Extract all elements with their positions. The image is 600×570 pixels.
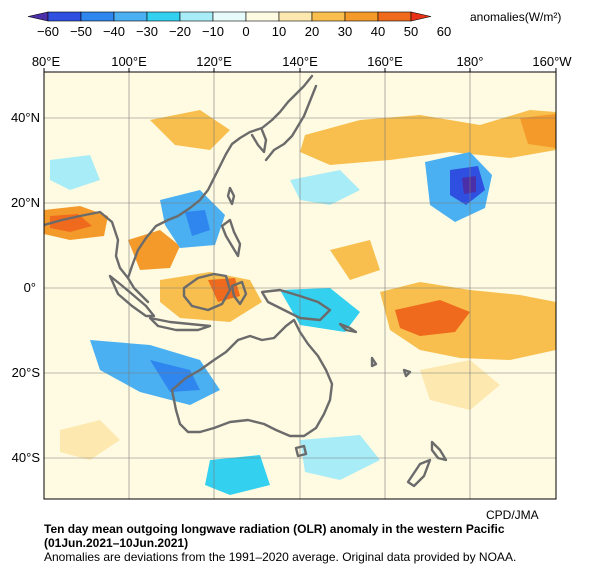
anomaly-area-tasman-sea [300,435,380,480]
colorbar-right-arrow [410,11,432,22]
lat-label-20n: 20°N [11,195,40,210]
colorbar-box [80,11,115,22]
lon-label-140e: 140°E [282,54,318,69]
colorbar-box [146,11,181,22]
anomaly-area-indian-ocean-core [150,360,200,392]
anomaly-area-bay-of-bengal-core [50,214,92,232]
lon-label-80e: 80°E [32,54,61,69]
colorbar-tick-label: 10 [272,24,286,39]
coastline-asia [44,74,314,280]
colorbar: −60 −50 −40 −30 −20 −10 0 10 20 30 40 50 60 anomalie… [27,10,561,39]
coastline-borneo [182,272,232,312]
colorbar-box [113,11,148,22]
colorbar-box [278,11,313,22]
colorbar-box [344,11,379,22]
lon-label-160w: 160°W [532,54,572,69]
lat-label-20s: 20°S [12,365,41,380]
anomaly-area-north-pacific [300,110,556,165]
anomaly-area-north-atlantic-pacific [290,170,360,205]
coastline-tasmania [294,444,308,458]
lon-label-100e: 100°E [111,54,147,69]
colorbar-tick-label: −30 [136,24,158,39]
colorbar-box [245,11,280,22]
map-tick-marks [43,68,557,72]
coastline-korea [250,128,268,154]
latitude-labels: 40°N 20°N 0° 20°S 40°S [11,110,40,465]
colorbar-tick-label: 0 [242,24,249,39]
anomaly-area-south-indian-ocean [60,420,120,460]
colorbar-tick-label: −60 [37,24,59,39]
coastline-fiji-vanuatu [370,356,412,378]
figure-title: Ten day mean outgoing longwave radiation… [44,522,505,536]
colorbar-tick-label: −40 [103,24,125,39]
negative-anomaly-regions [50,152,492,495]
anomaly-area-subtropical-pacific-peak [462,176,476,194]
lon-label-180: 180° [457,54,484,69]
anomaly-area-arabian-sea [50,155,100,190]
anomaly-area-southern-ocean [205,455,270,495]
longitude-labels: 80°E 100°E 120°E 140°E 160°E 180° 160°W [32,54,572,69]
lon-label-160e: 160°E [367,54,403,69]
colorbar-box [377,11,412,22]
anomaly-area-central-pacific [380,282,556,360]
anomaly-field [44,110,556,495]
land-outlines [44,74,448,488]
colorbar-left-arrow [27,11,49,22]
lon-label-120e: 120°E [196,54,232,69]
colorbar-tick-label: −10 [202,24,224,39]
positive-anomaly-regions [44,110,556,460]
coastline-new-zealand-north [430,440,448,462]
coastline-japan [264,84,318,162]
colorbar-tick-label: 30 [338,24,352,39]
colorbar-boxes [27,11,432,22]
colorbar-tick-label: −50 [70,24,92,39]
coastline-philippines [220,218,242,258]
colorbar-box [212,11,247,22]
anomaly-area-north-pacific-core [520,114,556,148]
coastline-australia [170,318,334,438]
anomaly-area-western-pacific [330,240,380,280]
anomaly-area-borneo-core [208,278,240,302]
colorbar-tick-label: −20 [169,24,191,39]
coastline-malay-peninsula [126,276,150,304]
colorbar-tick-label: 50 [404,24,418,39]
olr-anomaly-map: 80°E 100°E 120°E 140°E 160°E 180° 160°W … [11,54,572,500]
coastline-java [148,316,212,332]
colorbar-unit-label: anomalies(W/m²) [470,10,561,24]
coastline-solomon-islands [338,322,358,334]
anomaly-area-central-pacific-core [395,300,470,336]
colorbar-box [179,11,214,22]
figure-note: Anomalies are deviations from the 1991–2… [44,550,517,564]
coastline-new-zealand-south [406,458,432,488]
anomaly-area-indochina [128,230,180,270]
figure-period: (01Jun.2021–10Jun.2021) [44,536,189,550]
colorbar-tick-label: 60 [437,24,451,39]
colorbar-tick-label: 40 [371,24,385,39]
colorbar-box [47,11,82,22]
coastline-sumatra [108,274,156,318]
coastline-taiwan [226,186,236,206]
coastline-sulawesi [230,280,248,306]
colorbar-box [311,11,346,22]
coastline-new-guinea [260,288,332,322]
anomaly-area-south-china-sea-core [185,210,210,236]
credit-label: CPD/JMA [486,508,539,522]
anomaly-area-china [150,110,230,150]
colorbar-tick-label: 20 [305,24,319,39]
colorbar-tick-labels: −60 −50 −40 −30 −20 −10 0 10 20 30 40 50 60 [37,24,451,39]
anomaly-area-southwest-pacific [420,360,500,410]
lat-label-40n: 40°N [11,110,40,125]
lat-label-0: 0° [24,280,36,295]
lat-label-40s: 40°S [12,450,41,465]
